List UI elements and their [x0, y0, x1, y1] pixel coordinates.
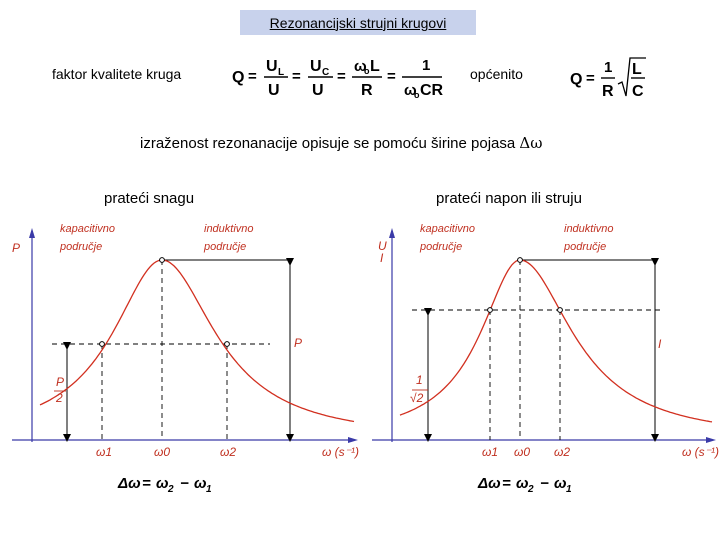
- x-tick-w1: ω1: [96, 445, 112, 459]
- y-axis-label-i: I: [380, 251, 384, 265]
- bandwidth-text: izraženost rezonanacije opisuje se pomoć…: [140, 135, 516, 152]
- annotation-inductive-1: induktivno: [204, 223, 254, 235]
- gen-l: L: [632, 61, 642, 78]
- svg-text:=: =: [502, 475, 511, 492]
- x-tick-w0: ω0: [154, 445, 170, 459]
- svg-text:Δω: Δω: [477, 475, 501, 492]
- gen-eq: =: [586, 70, 595, 87]
- curve-label: I: [658, 337, 662, 351]
- half-label-bottom: 2: [55, 391, 63, 405]
- formula-ul-sub: L: [278, 67, 284, 78]
- formula-one: 1: [422, 57, 430, 74]
- current-curve: [399, 259, 713, 423]
- y-axis-label: P: [12, 241, 20, 255]
- formula-u1: U: [268, 82, 280, 99]
- bandwidth-description: izraženost rezonanacije opisuje se pomoć…: [140, 134, 542, 152]
- annotation-capacitive-2: područje: [59, 241, 102, 253]
- svg-text:2: 2: [527, 484, 534, 495]
- voltage-current-resonance-plot: kapacitivno područje induktivno područje…: [372, 223, 719, 495]
- level-label-sqrt2: √2: [410, 391, 424, 405]
- level-label: P: [294, 336, 302, 350]
- svg-text:−: −: [180, 475, 189, 492]
- svg-text:2: 2: [167, 484, 174, 495]
- x-tick-w2: ω2: [220, 445, 236, 459]
- power-curve: [39, 259, 355, 423]
- formula-u2: U: [312, 82, 324, 99]
- gen-one: 1: [604, 59, 612, 76]
- svg-text:Δω: Δω: [117, 475, 141, 492]
- annotation-capacitive-1: kapacitivno: [60, 223, 115, 235]
- bandwidth-formula-left: Δω = ω 2 − ω 1: [117, 475, 212, 495]
- right-caption: prateći napon ili struju: [436, 190, 582, 207]
- formula-w0cr-cr: CR: [420, 82, 444, 99]
- annotation-inductive-1: induktivno: [564, 223, 614, 235]
- annotation-capacitive-1: kapacitivno: [420, 223, 475, 235]
- gen-q: Q: [570, 71, 582, 88]
- svg-text:−: −: [540, 475, 549, 492]
- formula-eq2: =: [292, 68, 301, 85]
- formula-ul: U: [266, 58, 278, 75]
- slide-title: Rezonancijski strujni krugovi: [240, 10, 476, 35]
- quality-factor-label: faktor kvalitete kruga: [52, 66, 182, 82]
- y-axis-label-u: U: [378, 239, 387, 253]
- annotation-inductive-2: područje: [203, 241, 246, 253]
- formula-r: R: [361, 82, 373, 99]
- power-resonance-plot: kapacitivno područje induktivno područje…: [12, 223, 359, 495]
- svg-text:ω: ω: [156, 475, 169, 492]
- formula-q: Q: [232, 69, 244, 86]
- bandwidth-formula-right: Δω = ω 2 − ω 1: [477, 475, 572, 495]
- gen-c: C: [632, 83, 644, 100]
- formula-w0cr-o: o: [414, 90, 420, 100]
- x-axis-label: ω (s⁻¹): [682, 445, 719, 459]
- formula-w0l-w: ω: [354, 58, 367, 75]
- left-caption: prateći snagu: [104, 190, 195, 207]
- formula-eq4: =: [387, 68, 396, 85]
- svg-text:1: 1: [206, 484, 212, 495]
- svg-text:1: 1: [566, 484, 572, 495]
- half-label-top: P: [56, 375, 64, 389]
- formula-eq3: =: [337, 68, 346, 85]
- annotation-capacitive-2: područje: [419, 241, 462, 253]
- formula-uc-sub: C: [322, 67, 329, 78]
- formula-eq: =: [248, 68, 257, 85]
- x-tick-w1: ω1: [482, 445, 498, 459]
- bandwidth-symbol: Δω: [519, 134, 543, 152]
- formula-w0l-l: L: [370, 58, 380, 75]
- formula-w0cr-w: ω: [404, 82, 417, 99]
- x-tick-w2: ω2: [554, 445, 570, 459]
- formula-uc: U: [310, 58, 322, 75]
- gen-r: R: [602, 83, 614, 100]
- general-label: općenito: [470, 66, 523, 82]
- x-axis-label: ω (s⁻¹): [322, 445, 359, 459]
- svg-text:ω: ω: [554, 475, 567, 492]
- x-tick-w0: ω0: [514, 445, 530, 459]
- level-label-one: 1: [416, 373, 423, 387]
- svg-text:=: =: [142, 475, 151, 492]
- svg-text:ω: ω: [194, 475, 207, 492]
- svg-text:ω: ω: [516, 475, 529, 492]
- quality-factor-formula: Q = U L U = U C U = ω o L R = 1 ω o CR: [232, 57, 444, 100]
- formula-w0l-o: o: [364, 66, 370, 76]
- general-q-formula: Q = 1 R L C: [570, 57, 646, 100]
- annotation-inductive-2: područje: [563, 241, 606, 253]
